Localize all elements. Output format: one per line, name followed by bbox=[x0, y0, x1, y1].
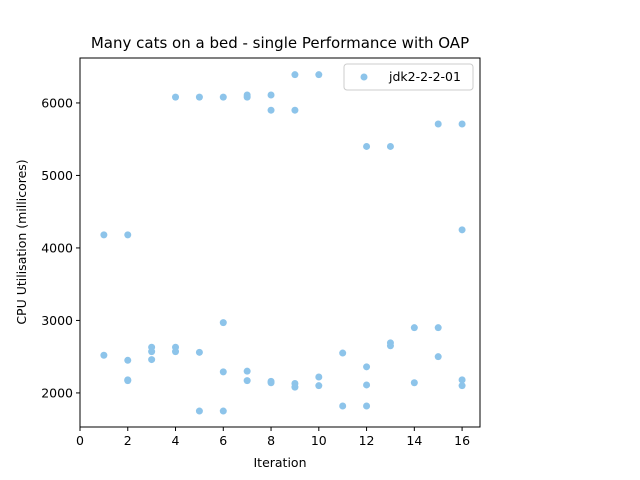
data-point bbox=[339, 402, 347, 410]
data-point bbox=[434, 324, 442, 332]
data-point bbox=[219, 407, 227, 415]
data-point bbox=[243, 367, 251, 375]
legend: jdk2-2-2-01 bbox=[343, 63, 474, 91]
data-point bbox=[219, 93, 227, 101]
data-point bbox=[100, 231, 108, 239]
data-point bbox=[148, 348, 156, 356]
data-point bbox=[315, 373, 323, 381]
data-point bbox=[315, 382, 323, 390]
y-tick-label: 4000 bbox=[41, 240, 73, 255]
data-point bbox=[386, 342, 394, 350]
data-point bbox=[410, 324, 418, 332]
data-point bbox=[291, 106, 299, 114]
x-tick-label: 0 bbox=[76, 433, 84, 448]
data-points bbox=[100, 71, 466, 415]
data-point bbox=[267, 106, 275, 114]
data-point bbox=[363, 363, 371, 371]
data-point bbox=[124, 356, 132, 364]
data-point bbox=[172, 348, 180, 356]
data-point bbox=[410, 379, 418, 387]
data-point bbox=[267, 91, 275, 99]
data-point bbox=[458, 376, 466, 384]
data-point bbox=[434, 353, 442, 361]
legend-marker bbox=[360, 73, 368, 81]
x-tick-label: 16 bbox=[454, 433, 470, 448]
y-tick-label: 2000 bbox=[41, 385, 73, 400]
x-tick-label: 4 bbox=[172, 433, 180, 448]
data-point bbox=[434, 120, 442, 128]
y-axis-label: CPU Utilisation (millicores) bbox=[14, 159, 29, 324]
chart-title: Many cats on a bed - single Performance … bbox=[91, 34, 469, 52]
y-tick-label: 6000 bbox=[41, 95, 73, 110]
data-point bbox=[291, 383, 299, 391]
data-point bbox=[124, 377, 132, 385]
x-tick-label: 10 bbox=[311, 433, 327, 448]
data-point bbox=[219, 368, 227, 376]
x-tick-label: 12 bbox=[359, 433, 375, 448]
y-axis: 2000 3000 4000 5000 6000 bbox=[41, 95, 80, 400]
data-point bbox=[219, 319, 227, 327]
plot-area-frame bbox=[79, 57, 481, 428]
data-point bbox=[172, 93, 180, 101]
data-point bbox=[100, 351, 108, 359]
legend-box bbox=[343, 63, 474, 91]
x-tick-label: 8 bbox=[267, 433, 275, 448]
data-point bbox=[243, 377, 251, 385]
data-point bbox=[124, 231, 132, 239]
data-point bbox=[458, 382, 466, 390]
data-point bbox=[458, 226, 466, 234]
y-tick-label: 3000 bbox=[41, 313, 73, 328]
x-tick-label: 6 bbox=[219, 433, 227, 448]
data-point bbox=[267, 379, 275, 387]
data-point bbox=[458, 120, 466, 128]
data-point bbox=[195, 348, 203, 356]
data-point bbox=[195, 407, 203, 415]
data-point bbox=[339, 349, 347, 357]
data-point bbox=[148, 356, 156, 364]
data-point bbox=[386, 142, 394, 150]
data-point bbox=[363, 142, 371, 150]
data-point bbox=[243, 93, 251, 101]
data-point bbox=[291, 71, 299, 79]
legend-label: jdk2-2-2-01 bbox=[388, 69, 461, 84]
data-point bbox=[195, 93, 203, 101]
x-tick-label: 2 bbox=[124, 433, 132, 448]
data-point bbox=[315, 71, 323, 79]
data-point bbox=[363, 381, 371, 389]
x-axis: 0 2 4 6 8 10 12 14 16 bbox=[76, 427, 470, 448]
x-axis-label: Iteration bbox=[253, 455, 306, 470]
x-tick-label: 14 bbox=[406, 433, 422, 448]
data-point bbox=[363, 402, 371, 410]
y-tick-label: 5000 bbox=[41, 168, 73, 183]
